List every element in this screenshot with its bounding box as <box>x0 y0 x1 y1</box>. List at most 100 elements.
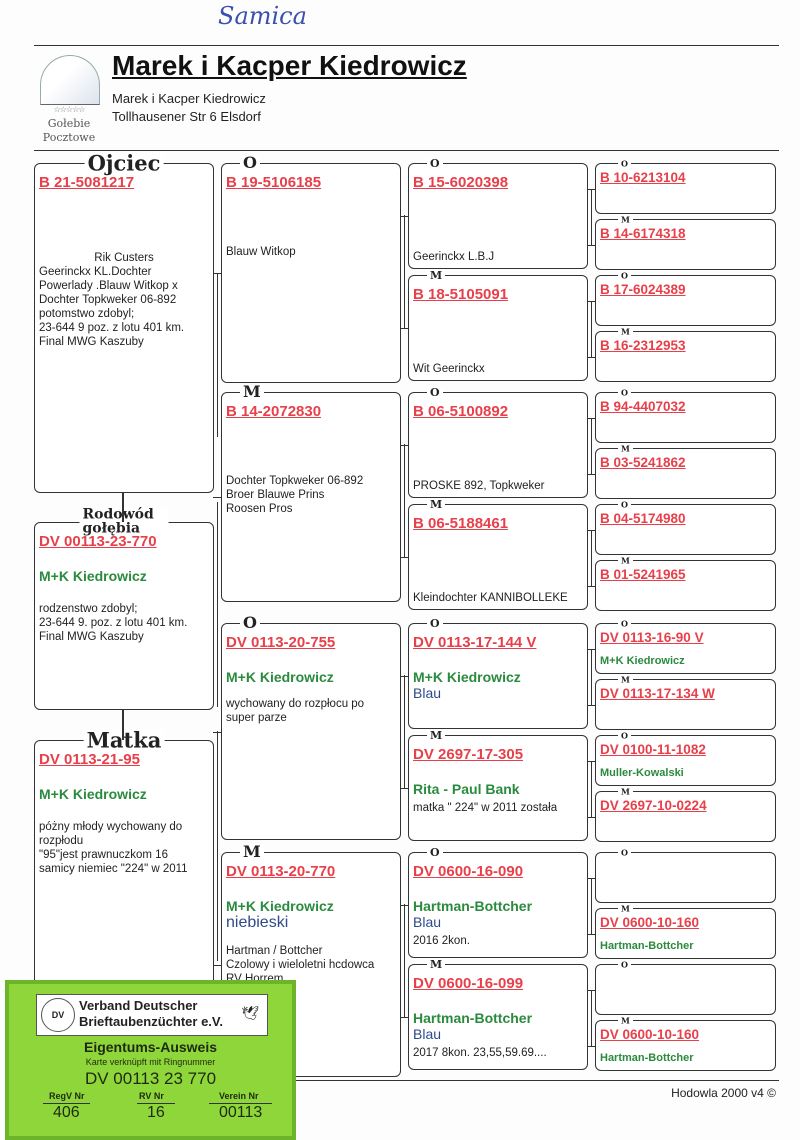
breeder-name: Rita - Paul Bank <box>413 781 520 797</box>
ring-number-link[interactable]: B 15-6020398 <box>413 174 509 191</box>
pedigree-box[interactable]: M B 18-5105091 Wit Geerinckx <box>408 269 588 381</box>
connector-line <box>591 301 593 357</box>
note-line: "95"jest prawnuczkom 16 <box>39 849 168 861</box>
ring-number-link[interactable]: DV 0600-16-090 <box>413 863 524 880</box>
ring-number-link[interactable]: B 19-5106185 <box>226 174 322 191</box>
ring-number-link[interactable]: B 01-5241965 <box>600 567 686 582</box>
ring-number-link[interactable]: DV 0600-16-099 <box>413 975 524 992</box>
pigeon-color: Blau <box>413 1026 442 1042</box>
pedigree-box[interactable]: M DV 2697-10-0224 <box>595 787 776 842</box>
pedigree-box[interactable]: M DV 2697-17-305 Rita - Paul Bank matka " 2… <box>408 729 588 841</box>
note-line: Kleindochter KANNIBOLLEKE <box>413 592 568 604</box>
note-line: Czolowy i wieloletni hcdowca <box>226 959 375 971</box>
pedigree-box[interactable]: M DV 0113-20-770 M+K Kiedrowicz niebieski Ha… <box>221 844 401 1077</box>
pedigree-box[interactable]: O B 10-6213104 <box>595 159 776 214</box>
pedigree-box[interactable]: M DV 0600-16-099 Hartman-Bottcher Blau 2017 … <box>408 958 588 1070</box>
pedigree-box[interactable]: M B 14-6174318 <box>595 215 776 270</box>
connector-line <box>213 497 221 499</box>
logo-text-2: Pocztowe <box>42 131 96 144</box>
ring-number-link[interactable]: DV 0600-10-160 <box>600 1027 700 1042</box>
connector-line <box>213 964 221 966</box>
connector-line <box>400 557 408 559</box>
ring-number-link[interactable]: DV 00113-23-770 <box>39 533 157 550</box>
ring-number-link[interactable]: B 04-5174980 <box>600 511 686 526</box>
ring-number-link[interactable]: B 18-5105091 <box>413 286 509 303</box>
ring-number-link[interactable]: B 03-5241862 <box>600 455 686 470</box>
box-label: M <box>618 675 633 684</box>
box-label: M <box>618 444 633 453</box>
note-line: wychowany do rozpłocu po <box>226 698 365 710</box>
pedigree-box[interactable]: O B 94-4407032 <box>595 388 776 443</box>
card-org-line1: Verband Deutscher <box>79 998 198 1013</box>
ring-number-link[interactable]: B 94-4407032 <box>600 399 686 414</box>
pedigree-box[interactable]: M B 03-5241862 <box>595 444 776 499</box>
pedigree-box[interactable]: O DV 0113-16-90 V M+K Kiedrowicz <box>595 619 776 674</box>
ring-number-link[interactable]: DV 0113-20-770 <box>226 863 336 880</box>
footer-divider <box>34 1080 779 1081</box>
pedigree-box[interactable]: M DV 0113-17-134 W <box>595 675 776 730</box>
connector-line <box>591 418 593 474</box>
pedigree-box[interactable]: O <box>595 848 776 903</box>
pedigree-box[interactable]: O DV 0113-17-144 V M+K Kiedrowicz Blau <box>408 617 588 729</box>
ring-number-link[interactable]: DV 2697-17-305 <box>413 746 524 763</box>
ring-number-link[interactable]: B 10-6213104 <box>600 170 686 185</box>
header-bottom-divider <box>34 150 779 151</box>
ring-number-link[interactable]: DV 0100-11-1082 <box>600 742 706 757</box>
verein-label: Verein Nr <box>219 1091 259 1101</box>
pedigree-box[interactable]: M DV 0600-10-160 Hartman-Bottcher <box>595 1016 776 1071</box>
pedigree-box[interactable]: O B 17-6024389 <box>595 271 776 326</box>
box-label: M <box>427 729 446 741</box>
page-title: Marek i Kacper Kiedrowicz <box>112 50 467 81</box>
ring-number-link[interactable]: B 17-6024389 <box>600 282 686 297</box>
ring-number-link[interactable]: DV 0113-17-144 V <box>413 634 537 651</box>
ring-number-link[interactable]: B 06-5188461 <box>413 515 509 532</box>
note-line: Rik Custers <box>94 252 154 264</box>
ring-number-link[interactable]: DV 0113-21-95 <box>39 751 140 768</box>
box-label: O <box>427 386 443 398</box>
header-top-divider <box>34 45 779 46</box>
connector-line <box>404 215 406 328</box>
notes: 2016 2kon. <box>413 934 583 948</box>
ring-number-link[interactable]: DV 0600-10-160 <box>600 915 700 930</box>
box-label: Ojciec <box>84 152 164 174</box>
card-org: Verband Deutscher Brieftaubenzüchter e.V… <box>79 998 223 1030</box>
pedigree-box[interactable]: M DV 0600-10-160 Hartman-Bottcher <box>595 904 776 959</box>
pedigree-box[interactable]: M B 14-2072830 Dochter Topkweker 06-892 Bro… <box>221 384 401 602</box>
pedigree-box[interactable]: Ojciec B 21-5081217 Rik Custers Geerinckx K… <box>34 152 214 493</box>
breeder-name: M+K Kiedrowicz <box>600 655 685 667</box>
ring-number-link[interactable]: DV 2697-10-0224 <box>600 798 707 813</box>
pedigree-box[interactable]: M B 06-5188461 Kleindochter KANNIBOLLEKE <box>408 498 588 610</box>
ring-number-link[interactable]: DV 0113-20-755 <box>226 634 336 651</box>
pedigree-box[interactable]: O DV 0100-11-1082 Muller-Kowalski <box>595 731 776 786</box>
note-line: matka " 224" w 2011 została <box>413 802 558 814</box>
ring-number-link[interactable]: DV 0113-16-90 V <box>600 630 704 645</box>
breeder-name: Hartman-Bottcher <box>413 1010 533 1026</box>
pedigree-box[interactable]: O DV 0113-20-755 M+K Kiedrowicz wychowany d… <box>221 615 401 840</box>
pedigree-box[interactable]: O DV 0600-16-090 Hartman-Bottcher Blau 2016 … <box>408 846 588 958</box>
verein-value: 00113 <box>209 1103 273 1122</box>
ring-number-link[interactable]: B 21-5081217 <box>39 174 135 191</box>
pedigree-box[interactable]: Rodowód gołębia DV 00113-23-770 M+K Kiedro… <box>34 508 214 710</box>
connector-line <box>587 933 595 935</box>
connector-line <box>591 530 593 586</box>
pedigree-box[interactable]: O B 15-6020398 Geerinckx L.B.J <box>408 157 588 269</box>
ring-number-link[interactable]: B 16-2312953 <box>600 338 686 353</box>
ring-number-link[interactable]: B 14-6174318 <box>600 226 686 241</box>
ring-number-link[interactable]: B 14-2072830 <box>226 403 322 420</box>
pedigree-box[interactable]: M B 16-2312953 <box>595 327 776 382</box>
breeder-name: Hartman-Bottcher <box>600 1052 694 1064</box>
rv-label: RV Nr <box>139 1091 164 1101</box>
notes: Wit Geerinckx <box>413 362 583 376</box>
connector-line <box>587 1045 595 1047</box>
pedigree-box[interactable]: O B 19-5106185 Blauw Witkop <box>221 155 401 383</box>
pedigree-box[interactable]: O <box>595 960 776 1015</box>
note-line: rodzenstwo zdobyl; <box>39 603 138 615</box>
connector-line <box>587 244 595 246</box>
box-label: M <box>618 556 633 565</box>
pedigree-box[interactable]: M B 01-5241965 <box>595 556 776 611</box>
pedigree-box[interactable]: O B 06-5100892 PROSKE 892, Topkweker <box>408 386 588 498</box>
pedigree-box[interactable]: O B 04-5174980 <box>595 500 776 555</box>
ring-number-link[interactable]: B 06-5100892 <box>413 403 509 420</box>
ring-number-link[interactable]: DV 0113-17-134 W <box>600 686 715 701</box>
breeder-name: Hartman-Bottcher <box>413 898 533 914</box>
